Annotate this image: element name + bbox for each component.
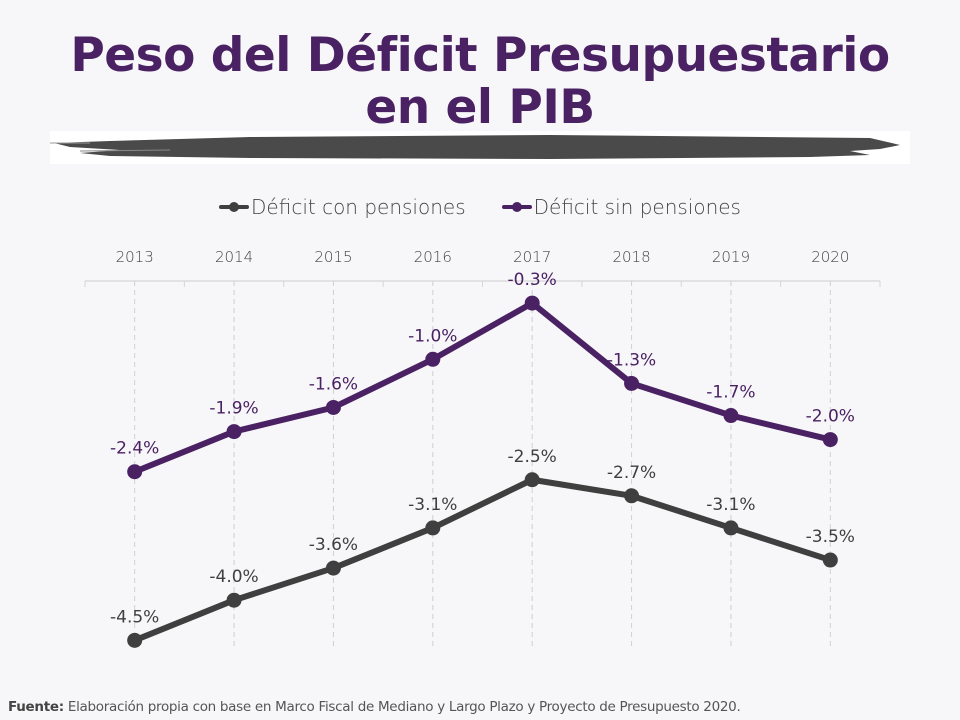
data-point-marker <box>425 520 441 536</box>
series-line-sin-pensiones <box>131 300 834 475</box>
data-point-marker <box>226 592 242 608</box>
source-label: Fuente: <box>8 699 64 715</box>
data-label: -2.5% <box>508 447 557 467</box>
legend-label: Déficit sin pensiones <box>533 195 741 219</box>
data-point-marker <box>723 408 739 424</box>
data-label: -1.3% <box>607 350 656 370</box>
data-point-marker <box>226 424 242 440</box>
data-label: -3.1% <box>408 495 457 515</box>
data-label: -0.3% <box>508 270 557 290</box>
data-label: -1.7% <box>706 383 755 403</box>
x-tick-label: 2017 <box>513 248 551 266</box>
series-line-con-pensiones <box>131 476 834 644</box>
chart-title: Peso del Déficit Presupuestario en el PI… <box>0 30 960 134</box>
legend-line-marker-icon <box>501 201 532 213</box>
data-label: -1.0% <box>408 326 457 346</box>
data-label: -1.9% <box>209 399 258 419</box>
data-label: -3.5% <box>806 527 855 547</box>
x-tick-label: 2018 <box>612 248 650 266</box>
legend-line-marker-icon <box>219 201 250 213</box>
data-point-marker <box>127 464 143 480</box>
data-point-marker <box>822 432 838 448</box>
source-footnote: Fuente: Elaboración propia con base en M… <box>8 699 741 715</box>
source-text: Elaboración propia con base en Marco Fis… <box>63 699 741 715</box>
data-point-marker <box>127 632 143 648</box>
data-point-marker <box>624 488 640 504</box>
data-point-marker <box>822 552 838 568</box>
data-label: -4.0% <box>209 567 258 587</box>
data-point-marker <box>524 295 540 311</box>
chart-title-line1: Peso del Déficit Presupuestario <box>70 28 890 83</box>
data-point-marker <box>524 472 540 488</box>
x-tick-label: 2016 <box>414 248 452 266</box>
data-point-marker <box>723 520 739 536</box>
data-label: -2.7% <box>607 463 656 483</box>
data-point-marker <box>325 399 341 415</box>
x-tick-label: 2014 <box>215 248 253 266</box>
data-label: -4.5% <box>110 607 159 627</box>
data-label: -2.0% <box>806 407 855 427</box>
title-underline-band <box>50 131 910 164</box>
x-tick-label: 2015 <box>314 248 352 266</box>
legend-item-sin-pensiones: Déficit sin pensiones <box>501 195 741 219</box>
data-point-marker <box>425 351 441 367</box>
x-tick-label: 2019 <box>712 248 750 266</box>
data-point-marker <box>325 560 341 576</box>
chart-legend: Déficit con pensiones Déficit sin pensio… <box>0 195 960 219</box>
data-point-marker <box>624 375 640 391</box>
data-label: -3.1% <box>706 495 755 515</box>
data-label: -2.4% <box>110 439 159 459</box>
chart-title-line2: en el PIB <box>365 80 595 135</box>
data-label: -1.6% <box>309 374 358 394</box>
legend-label: Déficit con pensiones <box>251 195 466 219</box>
brush-stroke-decoration <box>50 135 900 159</box>
legend-item-con-pensiones: Déficit con pensiones <box>219 195 466 219</box>
x-tick-label: 2020 <box>811 248 849 266</box>
data-label: -3.6% <box>309 535 358 555</box>
x-tick-label: 2013 <box>116 248 154 266</box>
